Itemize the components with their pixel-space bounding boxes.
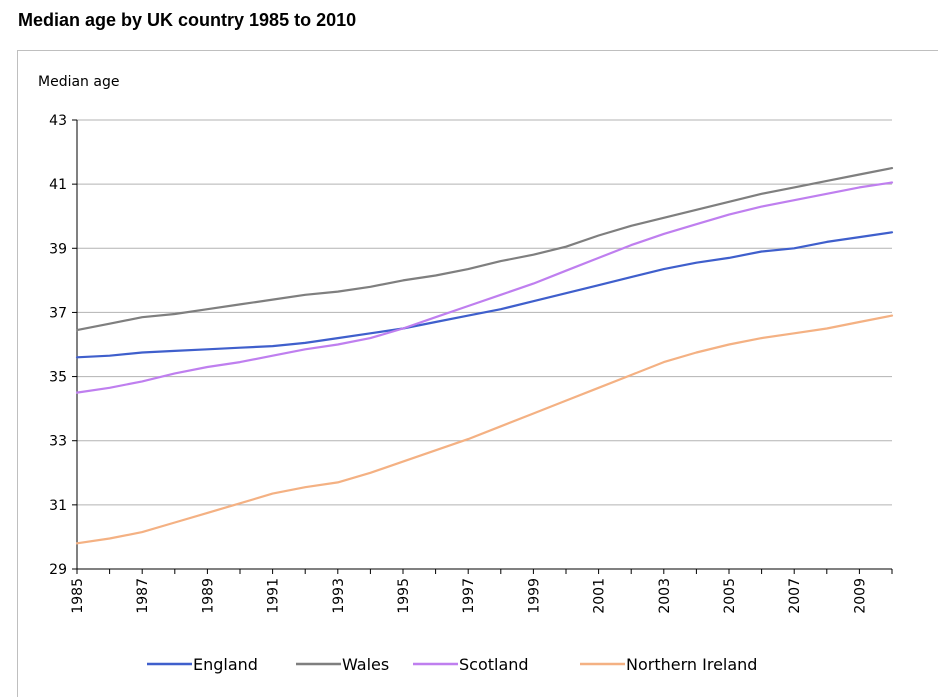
x-tick-label-1999: 1999 — [526, 578, 542, 614]
y-tick-label-41: 41 — [49, 177, 67, 193]
y-tick-label-29: 29 — [49, 562, 67, 578]
x-tick-label-2003: 2003 — [657, 578, 673, 614]
series-line-scotland — [75, 181, 894, 394]
chart-title: Median age by UK country 1985 to 2010 — [18, 10, 357, 30]
x-tick-label-1989: 1989 — [200, 578, 216, 614]
y-tick-labels: 29 31 33 35 37 39 41 43 — [49, 113, 67, 578]
y-tick-label-39: 39 — [49, 241, 67, 257]
x-tick-label-1995: 1995 — [396, 578, 412, 614]
x-tick-label-2001: 2001 — [592, 578, 608, 614]
y-tick-label-31: 31 — [49, 498, 67, 514]
series-line-northern-ireland — [75, 314, 894, 545]
x-tick-label-1987: 1987 — [135, 578, 151, 614]
y-tick-label-43: 43 — [49, 113, 67, 129]
x-tick-label-2005: 2005 — [722, 578, 738, 614]
y-axis-label: Median age — [38, 74, 119, 90]
legend-label-wales: Wales — [342, 655, 389, 674]
legend-label-england: England — [193, 655, 258, 674]
x-tick-label-1997: 1997 — [461, 578, 477, 614]
series-line-england — [75, 231, 894, 359]
x-tick-label-2009: 2009 — [852, 578, 868, 614]
x-tick-label-1991: 1991 — [266, 578, 282, 614]
series-line-wales — [75, 167, 894, 332]
legend-label-northern-ireland: Northern Ireland — [626, 655, 757, 674]
legend-label-scotland: Scotland — [459, 655, 529, 674]
x-tick-labels: 1985 1987 1989 1991 1993 1995 1997 1999 2001 2003… — [70, 578, 868, 614]
gridlines — [77, 119, 892, 506]
legend: England Wales Scotland Northern Ireland — [147, 655, 757, 674]
axes — [72, 119, 893, 574]
x-tick-label-2007: 2007 — [787, 578, 803, 614]
series-lines — [75, 167, 894, 545]
y-tick-label-35: 35 — [49, 370, 67, 386]
chart-frame — [17, 50, 938, 697]
x-tick-label-1993: 1993 — [331, 578, 347, 614]
y-tick-label-37: 37 — [49, 305, 67, 321]
x-tick-label-1985: 1985 — [70, 578, 86, 614]
y-tick-label-33: 33 — [49, 434, 67, 450]
